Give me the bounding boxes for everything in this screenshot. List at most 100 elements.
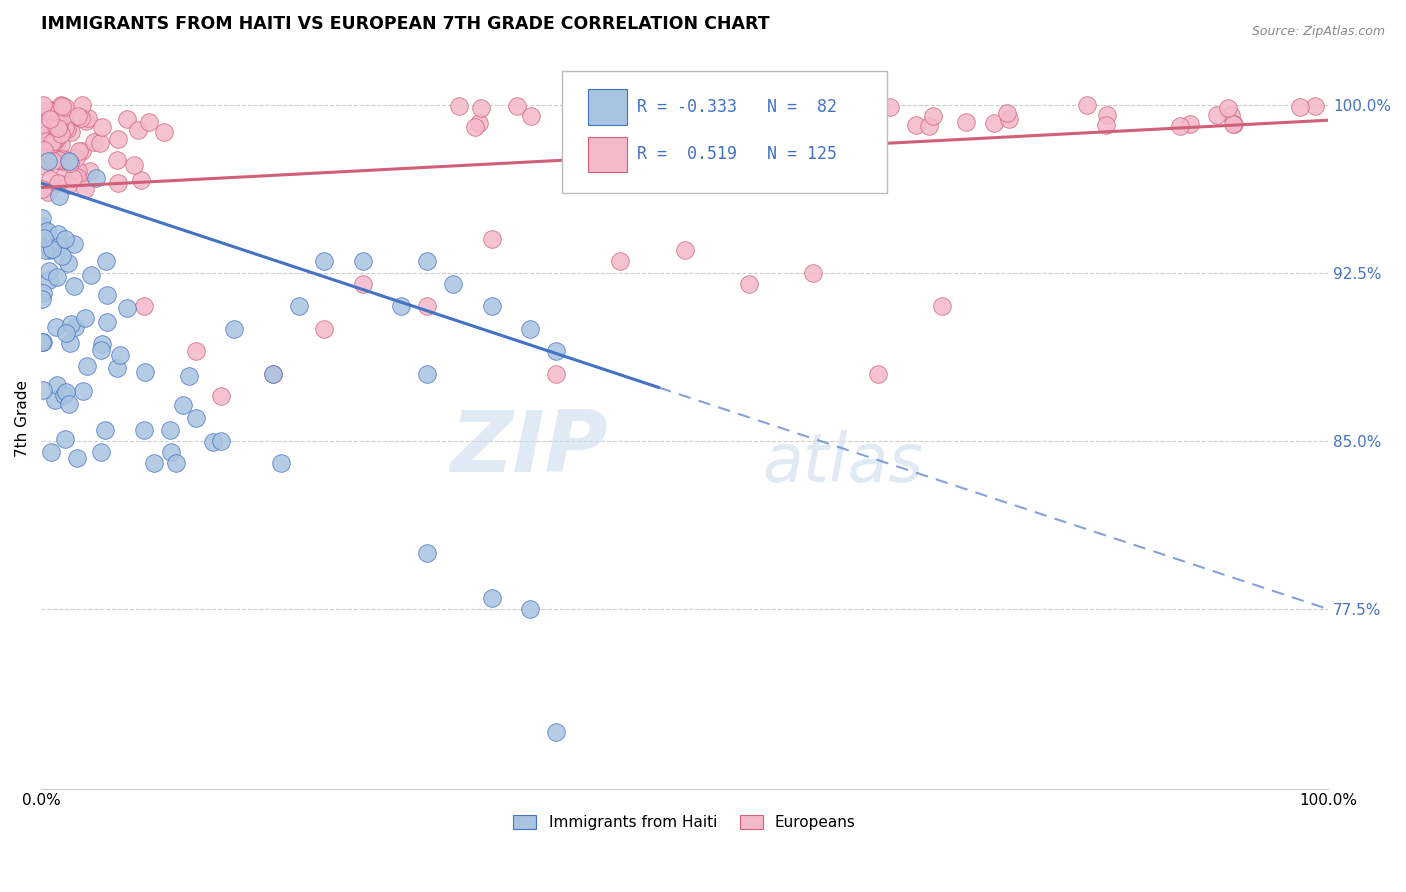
Point bbox=[720, 103, 742, 117]
Point bbox=[41, 445, 63, 459]
Point bbox=[49, 119, 72, 133]
Point bbox=[46, 269, 69, 284]
Point bbox=[51, 99, 73, 113]
Point bbox=[931, 299, 953, 313]
Point bbox=[52, 151, 75, 165]
Point bbox=[83, 135, 105, 149]
Point bbox=[52, 153, 75, 168]
Point bbox=[90, 444, 112, 458]
Point bbox=[59, 125, 82, 139]
Point bbox=[560, 118, 582, 132]
Point bbox=[31, 182, 53, 196]
Point bbox=[224, 322, 246, 336]
Point bbox=[38, 112, 60, 127]
Point bbox=[314, 322, 336, 336]
Point bbox=[209, 389, 232, 403]
Point bbox=[96, 254, 118, 268]
Point bbox=[159, 423, 181, 437]
Point bbox=[46, 177, 69, 191]
Point bbox=[32, 383, 55, 397]
Point bbox=[1303, 99, 1326, 113]
Point bbox=[75, 311, 97, 326]
Point bbox=[1095, 108, 1118, 122]
Point bbox=[65, 319, 87, 334]
Point bbox=[209, 434, 232, 448]
Point bbox=[66, 450, 89, 465]
Point bbox=[48, 189, 70, 203]
Point bbox=[38, 171, 60, 186]
Point bbox=[67, 109, 90, 123]
Point bbox=[45, 120, 67, 134]
Point bbox=[416, 367, 439, 381]
Point bbox=[1168, 119, 1191, 133]
Point bbox=[45, 132, 67, 146]
Point bbox=[998, 112, 1021, 126]
Point bbox=[270, 456, 292, 470]
Point bbox=[352, 277, 374, 291]
Point bbox=[676, 113, 699, 128]
Point bbox=[73, 182, 96, 196]
Point bbox=[51, 136, 73, 151]
Point bbox=[105, 153, 128, 168]
Point bbox=[70, 112, 93, 126]
Point bbox=[741, 112, 763, 126]
Point bbox=[32, 144, 55, 158]
Point bbox=[44, 392, 66, 407]
Point bbox=[287, 299, 309, 313]
Point bbox=[44, 153, 66, 167]
Text: atlas: atlas bbox=[762, 430, 922, 496]
Point bbox=[1180, 117, 1202, 131]
Bar bbox=[588, 89, 627, 125]
Point bbox=[738, 277, 761, 291]
Point bbox=[53, 108, 76, 122]
Text: R = -0.333   N =  82: R = -0.333 N = 82 bbox=[637, 98, 837, 116]
Text: R =  0.519   N = 125: R = 0.519 N = 125 bbox=[637, 145, 837, 163]
Point bbox=[160, 445, 183, 459]
Point bbox=[879, 100, 901, 114]
Point bbox=[32, 159, 55, 173]
Point bbox=[31, 292, 53, 306]
Point bbox=[38, 264, 60, 278]
Point bbox=[997, 106, 1019, 120]
Point bbox=[51, 250, 73, 264]
Point bbox=[90, 120, 112, 135]
Point bbox=[696, 103, 718, 118]
Point bbox=[138, 115, 160, 129]
Point bbox=[416, 254, 439, 268]
Point bbox=[918, 119, 941, 133]
Point bbox=[41, 135, 63, 149]
Point bbox=[801, 266, 824, 280]
Point bbox=[45, 136, 67, 150]
Point bbox=[31, 286, 53, 301]
Point bbox=[60, 317, 83, 331]
Point bbox=[53, 433, 76, 447]
Point bbox=[34, 244, 56, 258]
Point bbox=[544, 367, 567, 381]
Point bbox=[711, 119, 734, 133]
Point bbox=[63, 237, 86, 252]
Point bbox=[63, 278, 86, 293]
Point bbox=[544, 344, 567, 359]
Point bbox=[314, 254, 336, 268]
Point bbox=[45, 377, 67, 392]
Point bbox=[1223, 117, 1246, 131]
Point bbox=[262, 367, 284, 381]
Point bbox=[39, 244, 62, 258]
Point bbox=[711, 100, 734, 114]
Point bbox=[55, 384, 77, 399]
Point bbox=[53, 100, 76, 114]
Point bbox=[470, 101, 492, 115]
Point bbox=[391, 299, 413, 313]
Point bbox=[75, 114, 97, 128]
Point bbox=[59, 336, 82, 351]
Point bbox=[184, 344, 207, 359]
Point bbox=[481, 232, 503, 246]
Point bbox=[796, 98, 818, 112]
Point bbox=[53, 388, 76, 402]
Point bbox=[48, 120, 70, 135]
Point bbox=[481, 299, 503, 313]
Point bbox=[89, 343, 111, 357]
Point bbox=[42, 136, 65, 151]
Point bbox=[108, 348, 131, 362]
Point bbox=[51, 152, 73, 166]
